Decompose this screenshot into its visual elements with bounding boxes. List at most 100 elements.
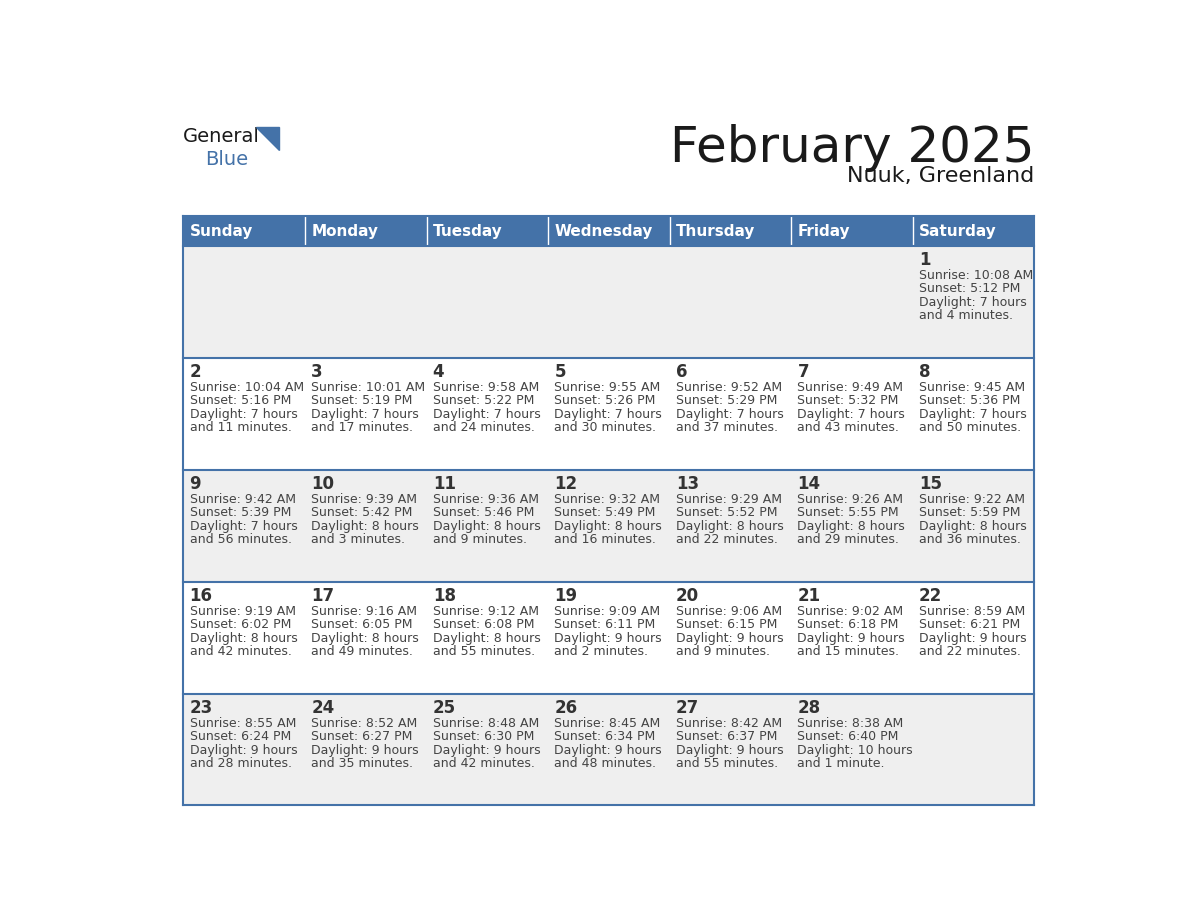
Polygon shape <box>183 246 1035 358</box>
Text: Sunrise: 9:32 AM: Sunrise: 9:32 AM <box>555 493 661 506</box>
Text: Daylight: 9 hours: Daylight: 9 hours <box>555 744 662 756</box>
Text: Daylight: 9 hours: Daylight: 9 hours <box>797 632 905 644</box>
Text: and 35 minutes.: and 35 minutes. <box>311 757 413 770</box>
Text: and 22 minutes.: and 22 minutes. <box>676 533 778 546</box>
Text: Sunrise: 8:48 AM: Sunrise: 8:48 AM <box>432 717 539 730</box>
Text: 19: 19 <box>555 587 577 605</box>
Text: Daylight: 9 hours: Daylight: 9 hours <box>555 632 662 644</box>
Text: Friday: Friday <box>797 224 851 239</box>
Text: Sunset: 5:26 PM: Sunset: 5:26 PM <box>555 394 656 408</box>
Text: Daylight: 7 hours: Daylight: 7 hours <box>920 408 1026 420</box>
Polygon shape <box>548 217 670 246</box>
Text: Sunset: 5:42 PM: Sunset: 5:42 PM <box>311 506 412 520</box>
Polygon shape <box>183 358 1035 470</box>
Text: Sunset: 6:30 PM: Sunset: 6:30 PM <box>432 730 535 743</box>
Text: Sunset: 5:55 PM: Sunset: 5:55 PM <box>797 506 899 520</box>
Text: Sunset: 5:59 PM: Sunset: 5:59 PM <box>920 506 1020 520</box>
Text: Daylight: 8 hours: Daylight: 8 hours <box>797 520 905 532</box>
Text: and 22 minutes.: and 22 minutes. <box>920 645 1020 658</box>
Text: Sunrise: 8:45 AM: Sunrise: 8:45 AM <box>555 717 661 730</box>
Text: Daylight: 9 hours: Daylight: 9 hours <box>920 632 1026 644</box>
Text: Sunrise: 9:22 AM: Sunrise: 9:22 AM <box>920 493 1025 506</box>
Text: and 42 minutes.: and 42 minutes. <box>432 757 535 770</box>
Text: and 4 minutes.: and 4 minutes. <box>920 309 1013 322</box>
Text: Sunrise: 9:36 AM: Sunrise: 9:36 AM <box>432 493 538 506</box>
Text: Sunset: 5:19 PM: Sunset: 5:19 PM <box>311 394 412 408</box>
Text: Sunset: 5:16 PM: Sunset: 5:16 PM <box>190 394 291 408</box>
Polygon shape <box>670 217 791 246</box>
Text: and 37 minutes.: and 37 minutes. <box>676 421 778 434</box>
Text: 9: 9 <box>190 475 201 493</box>
Text: Sunrise: 8:55 AM: Sunrise: 8:55 AM <box>190 717 296 730</box>
Text: and 55 minutes.: and 55 minutes. <box>432 645 535 658</box>
Text: and 16 minutes.: and 16 minutes. <box>555 533 656 546</box>
Text: Sunset: 6:08 PM: Sunset: 6:08 PM <box>432 618 535 632</box>
Text: Daylight: 7 hours: Daylight: 7 hours <box>311 408 419 420</box>
Text: 5: 5 <box>555 363 565 381</box>
Text: Thursday: Thursday <box>676 224 756 239</box>
Text: and 30 minutes.: and 30 minutes. <box>555 421 656 434</box>
Text: and 56 minutes.: and 56 minutes. <box>190 533 291 546</box>
Text: 10: 10 <box>311 475 334 493</box>
Polygon shape <box>912 217 1035 246</box>
Text: and 48 minutes.: and 48 minutes. <box>555 757 656 770</box>
Text: Daylight: 9 hours: Daylight: 9 hours <box>432 744 541 756</box>
Text: Daylight: 9 hours: Daylight: 9 hours <box>311 744 418 756</box>
Text: 13: 13 <box>676 475 699 493</box>
Text: Daylight: 9 hours: Daylight: 9 hours <box>676 744 783 756</box>
Text: and 9 minutes.: and 9 minutes. <box>676 645 770 658</box>
Text: Sunset: 5:32 PM: Sunset: 5:32 PM <box>797 394 899 408</box>
Polygon shape <box>305 217 426 246</box>
Text: and 36 minutes.: and 36 minutes. <box>920 533 1020 546</box>
Text: 18: 18 <box>432 587 456 605</box>
Text: 14: 14 <box>797 475 821 493</box>
Polygon shape <box>183 693 1035 805</box>
Text: and 1 minute.: and 1 minute. <box>797 757 885 770</box>
Text: Sunrise: 10:04 AM: Sunrise: 10:04 AM <box>190 381 304 394</box>
Text: and 29 minutes.: and 29 minutes. <box>797 533 899 546</box>
Text: Daylight: 8 hours: Daylight: 8 hours <box>676 520 784 532</box>
Text: 8: 8 <box>920 363 930 381</box>
Text: and 42 minutes.: and 42 minutes. <box>190 645 291 658</box>
Text: Sunset: 5:12 PM: Sunset: 5:12 PM <box>920 282 1020 296</box>
Text: Sunset: 5:49 PM: Sunset: 5:49 PM <box>555 506 656 520</box>
Text: Daylight: 7 hours: Daylight: 7 hours <box>920 296 1026 308</box>
Text: Sunrise: 8:38 AM: Sunrise: 8:38 AM <box>797 717 904 730</box>
Text: 6: 6 <box>676 363 688 381</box>
Text: February 2025: February 2025 <box>670 124 1035 172</box>
Text: Sunset: 6:24 PM: Sunset: 6:24 PM <box>190 730 291 743</box>
Text: 23: 23 <box>190 699 213 717</box>
Polygon shape <box>791 217 912 246</box>
Text: 16: 16 <box>190 587 213 605</box>
Text: Sunset: 5:22 PM: Sunset: 5:22 PM <box>432 394 535 408</box>
Text: General: General <box>183 127 260 146</box>
Text: Monday: Monday <box>311 224 378 239</box>
Text: Sunrise: 9:29 AM: Sunrise: 9:29 AM <box>676 493 782 506</box>
Polygon shape <box>426 217 548 246</box>
Text: Sunrise: 9:45 AM: Sunrise: 9:45 AM <box>920 381 1025 394</box>
Text: Saturday: Saturday <box>920 224 997 239</box>
Text: and 11 minutes.: and 11 minutes. <box>190 421 291 434</box>
Text: 28: 28 <box>797 699 821 717</box>
Text: Sunrise: 8:42 AM: Sunrise: 8:42 AM <box>676 717 782 730</box>
Text: 2: 2 <box>190 363 201 381</box>
Text: Sunrise: 9:39 AM: Sunrise: 9:39 AM <box>311 493 417 506</box>
Text: Daylight: 9 hours: Daylight: 9 hours <box>676 632 783 644</box>
Text: Daylight: 7 hours: Daylight: 7 hours <box>797 408 905 420</box>
Text: Sunrise: 9:55 AM: Sunrise: 9:55 AM <box>555 381 661 394</box>
Text: Sunrise: 9:09 AM: Sunrise: 9:09 AM <box>555 605 661 618</box>
Text: and 9 minutes.: and 9 minutes. <box>432 533 526 546</box>
Text: and 49 minutes.: and 49 minutes. <box>311 645 413 658</box>
Text: Sunrise: 9:12 AM: Sunrise: 9:12 AM <box>432 605 538 618</box>
Text: Sunday: Sunday <box>190 224 253 239</box>
Text: Sunrise: 9:49 AM: Sunrise: 9:49 AM <box>797 381 903 394</box>
Text: 27: 27 <box>676 699 699 717</box>
Polygon shape <box>257 127 279 151</box>
Text: Sunrise: 9:06 AM: Sunrise: 9:06 AM <box>676 605 782 618</box>
Text: 24: 24 <box>311 699 334 717</box>
Text: 4: 4 <box>432 363 444 381</box>
Text: Daylight: 7 hours: Daylight: 7 hours <box>190 408 297 420</box>
Text: Sunrise: 8:59 AM: Sunrise: 8:59 AM <box>920 605 1025 618</box>
Text: Daylight: 8 hours: Daylight: 8 hours <box>432 632 541 644</box>
Text: and 43 minutes.: and 43 minutes. <box>797 421 899 434</box>
